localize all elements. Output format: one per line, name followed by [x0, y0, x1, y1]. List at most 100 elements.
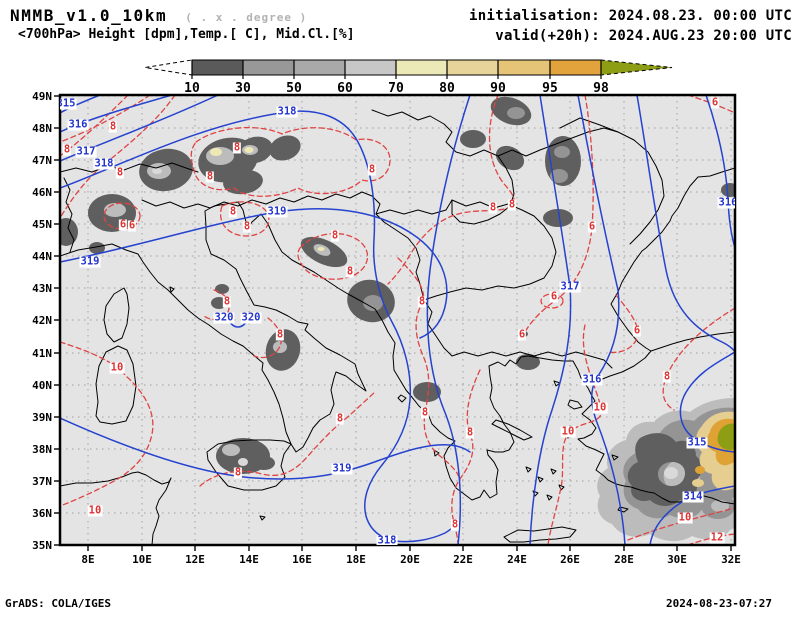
cloud-cover-shading [60, 96, 735, 542]
height-contour-label: 317 [559, 280, 581, 293]
map-frame-border [58, 93, 737, 547]
temperature-contour-label: 10 [677, 511, 693, 524]
colorbar-tick-label: 70 [388, 81, 404, 96]
temperature-contour-label: 8 [335, 412, 345, 425]
colorbar-tick-label: 60 [337, 81, 353, 96]
height-contour-label: 318 [93, 157, 115, 170]
x-axis-label: 8E [81, 553, 94, 566]
temperature-contour-label: 6 [710, 96, 720, 109]
temperature-contour-label: 10 [87, 504, 103, 517]
height-contour-label: 320 [213, 311, 235, 324]
y-axis-label: 47N [32, 154, 52, 167]
temperature-contour-label: 8 [507, 198, 517, 211]
y-axis-label: 38N [32, 443, 52, 456]
colorbar-tick-label: 30 [235, 81, 251, 96]
temperature-contour-label: 8 [233, 466, 243, 479]
x-axis-label: 32E [721, 553, 741, 566]
grads-credit: GrADS: COLA/IGES [5, 597, 111, 610]
temperature-contour-label: 6 [127, 219, 137, 232]
x-axis-label: 26E [560, 553, 580, 566]
model-title: NMMB_v1.0_10km [10, 6, 168, 25]
y-axis-label: 44N [32, 250, 52, 263]
temperature-contour-label: 8 [345, 265, 355, 278]
x-axis-label: 14E [239, 553, 259, 566]
x-axis-label: 20E [400, 553, 420, 566]
temperature-contour-label: 8 [62, 143, 72, 156]
grid-resolution-note: ( . x . degree ) [185, 11, 308, 24]
colorbar-legend: 10 30 50 60 70 80 90 95 98 [144, 59, 673, 96]
x-axis-label: 30E [667, 553, 687, 566]
height-contour-label: 318 [376, 534, 398, 545]
x-axis-label: 22E [453, 553, 473, 566]
y-axis-label: 41N [32, 347, 52, 360]
temperature-contour-label: 6 [632, 324, 642, 337]
temperature-contour-label: 8 [108, 120, 118, 133]
temperature-contour-label: 8 [275, 328, 285, 341]
x-axis-label: 12E [185, 553, 205, 566]
x-axis-label: 18E [346, 553, 366, 566]
colorbar-tick-label: 50 [286, 81, 302, 96]
temperature-contour-label: 10 [592, 401, 608, 414]
colorbar-tick-label: 90 [490, 81, 506, 96]
height-contour-label: 315 [686, 436, 708, 449]
temperature-contour-label: 8 [488, 201, 498, 214]
valid-time: valid(+20h): 2024.AUG.23 20:00 UTC [495, 28, 792, 44]
x-axis-label: 24E [507, 553, 527, 566]
initialisation-time: initialisation: 2024.08.23. 00:00 UTC [469, 8, 792, 24]
temperature-contour-label: 8 [450, 518, 460, 531]
height-contour-label: 319 [266, 205, 288, 218]
temperature-contour-label: 8 [115, 166, 125, 179]
y-axis-label: 45N [32, 218, 52, 231]
x-axis-label: 28E [614, 553, 634, 566]
height-contour-label: 316 [717, 197, 735, 209]
temperature-contour-label: 6 [587, 220, 597, 233]
height-contour-label: 316 [581, 373, 603, 386]
colorbar-tick-label: 10 [184, 81, 200, 96]
temperature-contour-label: 8 [330, 229, 340, 242]
y-axis-label: 48N [32, 122, 52, 135]
creation-timestamp: 2024-08-23-07:27 [666, 597, 772, 610]
temperature-contour-label: 6 [549, 290, 559, 303]
height-contour-label: 319 [331, 462, 353, 475]
y-axis-label: 35N [32, 539, 52, 552]
y-axis-label: 40N [32, 379, 52, 392]
temperature-contour-label: 8 [205, 170, 215, 183]
temperature-contour-label: 8 [465, 426, 475, 439]
height-contour-label: 320 [240, 311, 262, 324]
y-axis-label: 37N [32, 475, 52, 488]
height-contour-label: 317 [75, 145, 97, 158]
grid-lines [60, 95, 735, 545]
temperature-contour-label: 10 [109, 361, 125, 374]
temperature-contour-label: 6 [118, 218, 128, 231]
temperature-contour-label: 6 [517, 328, 527, 341]
x-axis-label: 16E [292, 553, 312, 566]
y-axis-label: 42N [32, 314, 52, 327]
temperature-contour-label: 12 [709, 531, 725, 544]
height-contour-label: 316 [67, 118, 89, 131]
y-axis-label: 43N [32, 282, 52, 295]
map-frame: 8E 10E 12E 14E 16E 18E 20E 22E 24E 26E 28E 30E 32E 49… [32, 90, 741, 566]
header-right: initialisation: 2024.08.23. 00:00 UTC va… [469, 6, 792, 46]
height-contour-label: 314 [682, 490, 704, 503]
temperature-contour-label: 8 [242, 220, 252, 233]
temperature-contour-label: 8 [232, 141, 242, 154]
temperature-contour-label: 8 [367, 163, 377, 176]
temperature-contour-label: 8 [420, 406, 430, 419]
height-contour-label: 318 [276, 105, 298, 118]
y-axis-label: 39N [32, 411, 52, 424]
colorbar-tick-label: 98 [593, 81, 609, 96]
y-axis-label: 36N [32, 507, 52, 520]
field-description: <700hPa> Height [dpm],Temp.[ C], Mid.Cl.… [18, 27, 355, 42]
contour-label-layer: 3153163173183183193193203203193183173163… [60, 95, 735, 545]
height-contour-label: 315 [60, 98, 77, 110]
y-axis-label: 46N [32, 186, 52, 199]
header-left: NMMB_v1.0_10km ( . x . degree ) [10, 6, 307, 25]
y-axis-label: 49N [32, 90, 52, 103]
colorbar-tick-label: 95 [542, 81, 558, 96]
temperature-contour-label: 8 [228, 205, 238, 218]
temperature-contour-label: 8 [662, 370, 672, 383]
colorbar-tick-label: 80 [439, 81, 455, 96]
temperature-contour-label: 10 [560, 425, 576, 438]
temperature-contour-label: 8 [417, 295, 427, 308]
